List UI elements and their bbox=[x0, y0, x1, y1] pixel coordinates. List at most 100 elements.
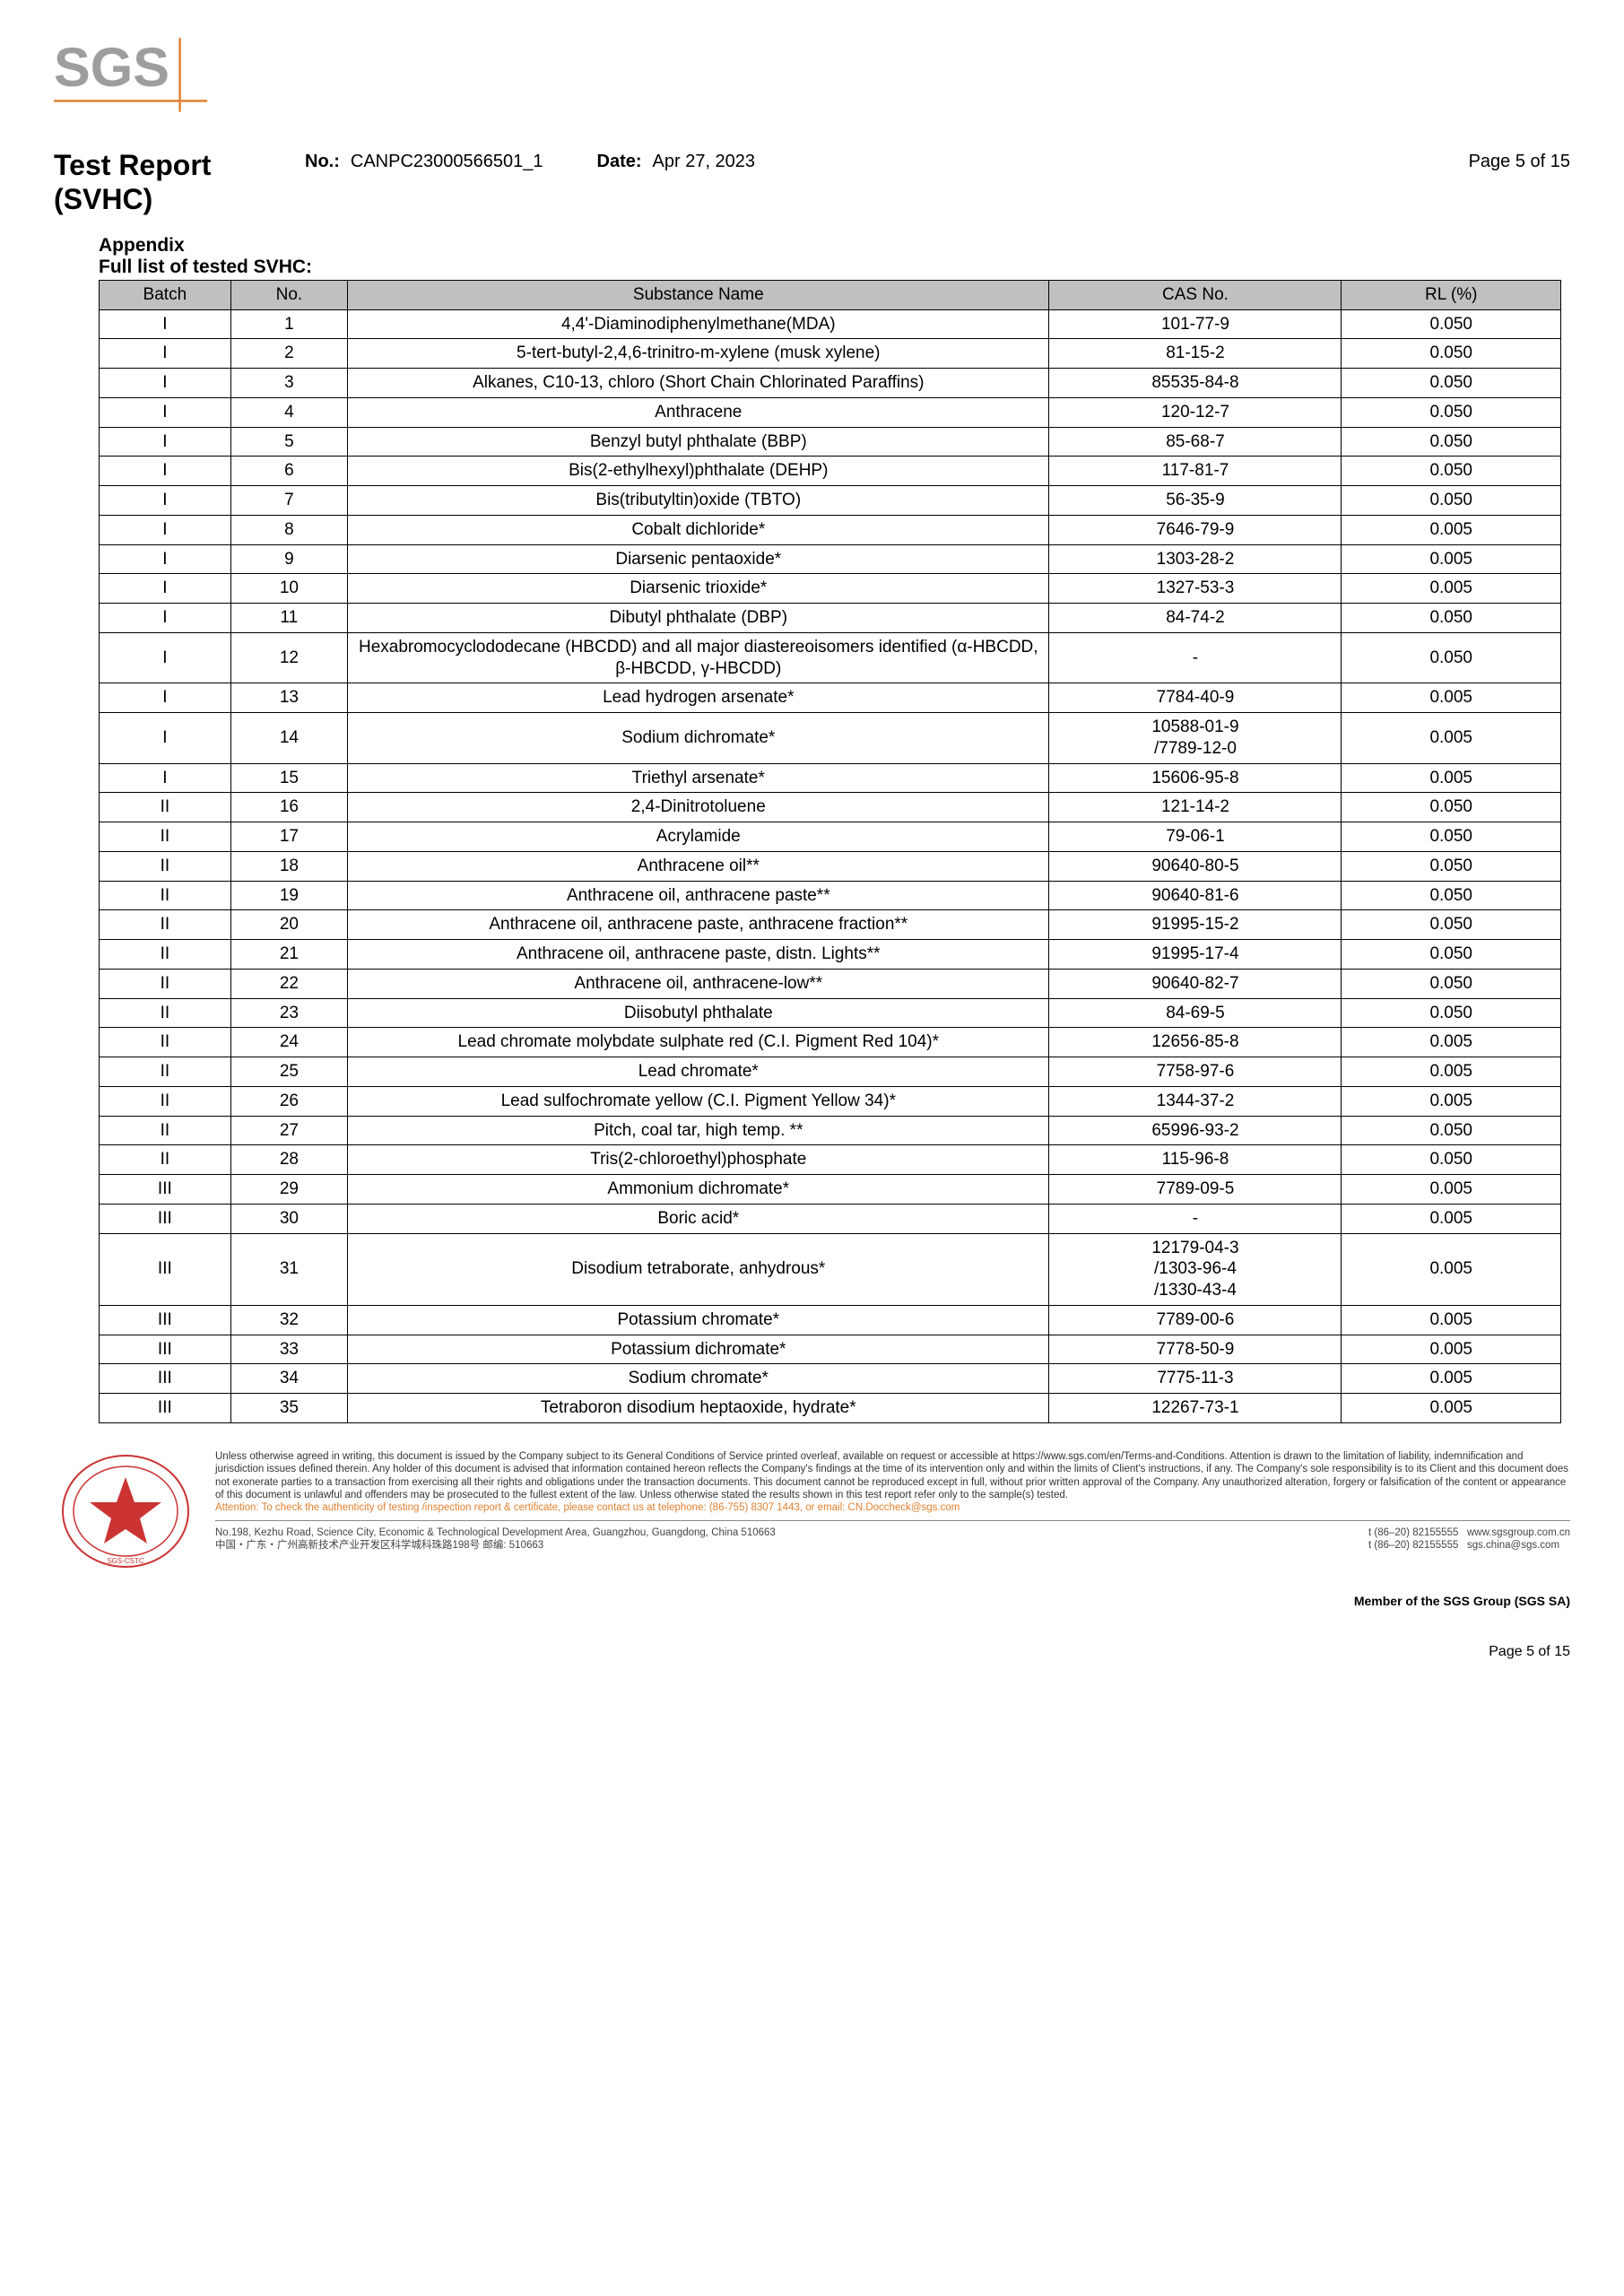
table-cell: II bbox=[100, 793, 231, 822]
table-cell: 91995-17-4 bbox=[1049, 940, 1342, 970]
report-date: Date: Apr 27, 2023 bbox=[597, 152, 756, 172]
table-cell: I bbox=[100, 604, 231, 633]
table-cell: Lead chromate molybdate sulphate red (C.… bbox=[348, 1028, 1049, 1057]
table-cell: 30 bbox=[230, 1204, 347, 1233]
table-header-row: Batch No. Substance Name CAS No. RL (%) bbox=[100, 280, 1561, 309]
table-cell: 11 bbox=[230, 604, 347, 633]
tel1: t (86–20) 82155555 bbox=[1368, 1527, 1458, 1538]
table-cell: 17 bbox=[230, 822, 347, 852]
table-cell: 28 bbox=[230, 1145, 347, 1175]
table-cell: Potassium chromate* bbox=[348, 1305, 1049, 1335]
table-cell: 0.005 bbox=[1342, 1305, 1561, 1335]
table-cell: I bbox=[100, 369, 231, 398]
attention-text: Attention: To check the authenticity of … bbox=[215, 1502, 960, 1513]
table-cell: Anthracene oil, anthracene paste, distn.… bbox=[348, 940, 1049, 970]
table-row: I10Diarsenic trioxide*1327-53-30.005 bbox=[100, 574, 1561, 604]
table-cell: II bbox=[100, 851, 231, 881]
table-cell: 7784-40-9 bbox=[1049, 683, 1342, 713]
table-cell: 13 bbox=[230, 683, 347, 713]
appendix-block: Appendix Full list of tested SVHC: bbox=[99, 235, 1570, 278]
table-cell: 90640-80-5 bbox=[1049, 851, 1342, 881]
title-block: Test Report (SVHC) bbox=[54, 148, 287, 217]
table-cell: 1344-37-2 bbox=[1049, 1086, 1342, 1116]
table-row: III35Tetraboron disodium heptaoxide, hyd… bbox=[100, 1394, 1561, 1423]
table-cell: 0.050 bbox=[1342, 369, 1561, 398]
table-cell: 6 bbox=[230, 457, 347, 486]
date-label: Date: bbox=[597, 152, 642, 172]
footer-text-block: Unless otherwise agreed in writing, this… bbox=[215, 1450, 1570, 1552]
table-cell: 22 bbox=[230, 969, 347, 998]
table-cell: 27 bbox=[230, 1116, 347, 1145]
table-cell: 7789-00-6 bbox=[1049, 1305, 1342, 1335]
table-cell: Lead chromate* bbox=[348, 1057, 1049, 1087]
table-cell: Boric acid* bbox=[348, 1204, 1049, 1233]
table-cell: 90640-82-7 bbox=[1049, 969, 1342, 998]
table-cell: 2 bbox=[230, 339, 347, 369]
table-cell: 20 bbox=[230, 910, 347, 940]
table-cell: 121-14-2 bbox=[1049, 793, 1342, 822]
table-row: I9Diarsenic pentaoxide*1303-28-20.005 bbox=[100, 544, 1561, 574]
title-line1: Test Report bbox=[54, 148, 287, 182]
table-row: I4Anthracene120-12-70.050 bbox=[100, 397, 1561, 427]
url1: www.sgsgroup.com.cn bbox=[1467, 1527, 1570, 1538]
table-cell: 0.050 bbox=[1342, 910, 1561, 940]
footer-address: No.198, Kezhu Road, Science City, Econom… bbox=[215, 1526, 1570, 1552]
table-cell: 0.005 bbox=[1342, 1028, 1561, 1057]
table-row: II27Pitch, coal tar, high temp. **65996-… bbox=[100, 1116, 1561, 1145]
table-cell: 0.005 bbox=[1342, 1175, 1561, 1205]
table-row: II162,4-Dinitrotoluene121-14-20.050 bbox=[100, 793, 1561, 822]
table-cell: II bbox=[100, 1145, 231, 1175]
th-no: No. bbox=[230, 280, 347, 309]
table-cell: 25 bbox=[230, 1057, 347, 1087]
table-cell: 18 bbox=[230, 851, 347, 881]
table-cell: 0.005 bbox=[1342, 1204, 1561, 1233]
footer: SGS-CSTC Unless otherwise agreed in writ… bbox=[54, 1450, 1570, 1576]
table-row: II18Anthracene oil**90640-80-50.050 bbox=[100, 851, 1561, 881]
table-cell: I bbox=[100, 427, 231, 457]
table-cell: 0.050 bbox=[1342, 1116, 1561, 1145]
table-cell: 21 bbox=[230, 940, 347, 970]
table-row: II24Lead chromate molybdate sulphate red… bbox=[100, 1028, 1561, 1057]
svhc-table: Batch No. Substance Name CAS No. RL (%) … bbox=[99, 280, 1561, 1423]
table-cell: 0.005 bbox=[1342, 515, 1561, 544]
table-row: I11Dibutyl phthalate (DBP)84-74-20.050 bbox=[100, 604, 1561, 633]
addr-cn: 中国・广东・广州高新技术产业开发区科学城科珠路198号 邮编: 510663 bbox=[215, 1539, 1342, 1552]
table-cell: 19 bbox=[230, 881, 347, 910]
table-cell: 12 bbox=[230, 632, 347, 683]
table-cell: 0.050 bbox=[1342, 632, 1561, 683]
table-cell: 120-12-7 bbox=[1049, 397, 1342, 427]
table-cell: II bbox=[100, 1086, 231, 1116]
table-cell: 85535-84-8 bbox=[1049, 369, 1342, 398]
table-cell: Diisobutyl phthalate bbox=[348, 998, 1049, 1028]
table-cell: I bbox=[100, 632, 231, 683]
table-cell: 23 bbox=[230, 998, 347, 1028]
table-cell: 0.050 bbox=[1342, 427, 1561, 457]
table-cell: 7778-50-9 bbox=[1049, 1335, 1342, 1364]
th-cas: CAS No. bbox=[1049, 280, 1342, 309]
table-row: I8Cobalt dichloride*7646-79-90.005 bbox=[100, 515, 1561, 544]
table-cell: 9 bbox=[230, 544, 347, 574]
table-cell: 0.050 bbox=[1342, 940, 1561, 970]
table-cell: 0.050 bbox=[1342, 457, 1561, 486]
table-cell: 5 bbox=[230, 427, 347, 457]
table-cell: III bbox=[100, 1335, 231, 1364]
table-cell: 32 bbox=[230, 1305, 347, 1335]
svg-text:SGS-CSTC: SGS-CSTC bbox=[107, 1557, 144, 1565]
table-cell: 14 bbox=[230, 713, 347, 764]
table-cell: Anthracene oil, anthracene paste, anthra… bbox=[348, 910, 1049, 940]
th-name: Substance Name bbox=[348, 280, 1049, 309]
table-row: III32Potassium chromate*7789-00-60.005 bbox=[100, 1305, 1561, 1335]
table-cell: 15 bbox=[230, 763, 347, 793]
table-row: II26Lead sulfochromate yellow (C.I. Pigm… bbox=[100, 1086, 1561, 1116]
table-cell: 2,4-Dinitrotoluene bbox=[348, 793, 1049, 822]
table-cell: 5-tert-butyl-2,4,6-trinitro-m-xylene (mu… bbox=[348, 339, 1049, 369]
table-cell: 0.005 bbox=[1342, 683, 1561, 713]
table-cell: I bbox=[100, 457, 231, 486]
table-row: III30Boric acid*-0.005 bbox=[100, 1204, 1561, 1233]
table-cell: 1327-53-3 bbox=[1049, 574, 1342, 604]
table-row: I6Bis(2-ethylhexyl)phthalate (DEHP)117-8… bbox=[100, 457, 1561, 486]
table-cell: 7789-09-5 bbox=[1049, 1175, 1342, 1205]
table-cell: 29 bbox=[230, 1175, 347, 1205]
table-cell: Tetraboron disodium heptaoxide, hydrate* bbox=[348, 1394, 1049, 1423]
table-cell: 85-68-7 bbox=[1049, 427, 1342, 457]
